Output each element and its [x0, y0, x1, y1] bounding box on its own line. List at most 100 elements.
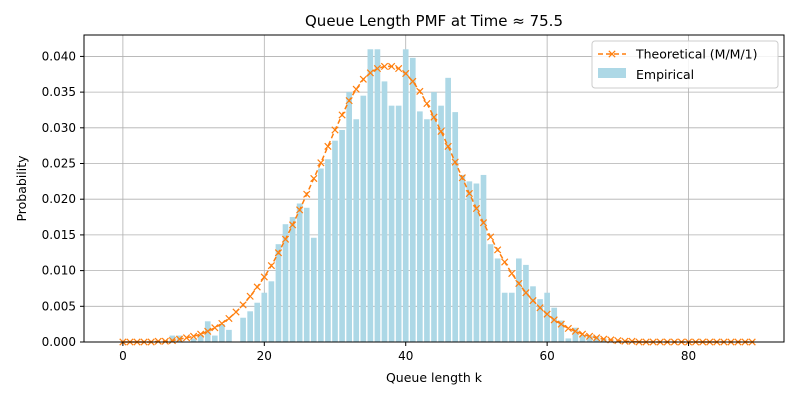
empirical-bar [544, 292, 550, 342]
empirical-bar [501, 292, 508, 342]
theoretical-point [345, 97, 353, 105]
theoretical-point [338, 111, 346, 119]
empirical-bar [289, 217, 296, 342]
theoretical-point [324, 142, 332, 151]
empirical-bar [466, 181, 473, 342]
theoretical-point [593, 334, 601, 342]
theoretical-point [600, 335, 608, 343]
theoretical-series-line [122, 65, 753, 343]
y-tick-label: 0.040 [42, 49, 76, 63]
theoretical-point [225, 314, 233, 323]
theoretical-point [395, 64, 403, 73]
empirical-bar [353, 119, 360, 342]
legend-empirical-swatch [598, 68, 626, 78]
theoretical-point [550, 316, 558, 324]
empirical-bar [325, 159, 331, 342]
empirical-bar [296, 203, 303, 342]
theoretical-point [218, 319, 226, 328]
theoretical-point [501, 258, 509, 266]
theoretical-point [303, 190, 311, 198]
theoretical-point [402, 69, 410, 78]
empirical-bar [600, 338, 607, 342]
theoretical-point [246, 292, 254, 300]
legend: Theoretical (M/M/1) Empirical [591, 40, 779, 89]
empirical-bar [318, 168, 324, 342]
theoretical-point [494, 246, 502, 254]
theoretical-point [536, 304, 544, 312]
theoretical-point [628, 337, 636, 345]
empirical-bar [579, 334, 586, 342]
empirical-bar [487, 244, 494, 342]
theoretical-point [331, 126, 339, 134]
empirical-bar [530, 286, 536, 342]
empirical-bar [395, 105, 402, 342]
empirical-bar [360, 95, 367, 343]
theoretical-point [508, 269, 516, 278]
theoretical-point [479, 219, 488, 227]
empirical-bar [226, 329, 232, 342]
empirical-bar [190, 338, 197, 342]
y-tick-label: 0.015 [42, 228, 76, 242]
theoretical-point [204, 327, 212, 335]
theoretical-point [161, 337, 169, 345]
empirical-bar [537, 299, 543, 342]
empirical-bar [473, 183, 480, 342]
theoretical-point [366, 69, 374, 77]
empirical-bar [240, 317, 246, 342]
theoretical-point [317, 159, 325, 167]
theoretical-point [352, 85, 360, 93]
empirical-bar [409, 57, 416, 343]
empirical-bar [275, 244, 282, 342]
empirical-bar [445, 77, 451, 342]
y-tick-label: 0.010 [42, 264, 76, 278]
theoretical-point [458, 174, 466, 182]
empirical-bar [402, 49, 409, 343]
theoretical-point [211, 324, 219, 332]
legend-theoretical-label: Theoretical (M/M/1) [635, 47, 758, 62]
empirical-bar [480, 174, 487, 342]
x-tick-label: 60 [539, 349, 554, 363]
theoretical-point [557, 320, 565, 328]
theoretical-point [515, 279, 523, 288]
empirical-bar [367, 49, 374, 343]
empirical-bar [197, 334, 204, 342]
theoretical-point [472, 204, 481, 213]
theoretical-point [373, 64, 382, 73]
empirical-bar [452, 112, 459, 342]
theoretical-point [585, 332, 594, 340]
theoretical-point [189, 332, 198, 340]
theoretical-point [486, 233, 495, 241]
empirical-bar [424, 119, 430, 342]
theoretical-point [310, 174, 318, 183]
theoretical-point [182, 334, 191, 342]
chart-title: Queue Length PMF at Time ≈ 75.5 [305, 12, 563, 30]
theoretical-point [444, 142, 452, 151]
y-tick-label: 0.025 [42, 157, 76, 171]
empirical-bar [254, 302, 261, 342]
theoretical-point [614, 336, 622, 345]
theoretical-point [451, 158, 459, 166]
theoretical-point [260, 273, 268, 281]
empirical-bars [169, 49, 607, 343]
legend-empirical-label: Empirical [636, 67, 694, 82]
empirical-bar [593, 336, 600, 342]
x-axis-label: Queue length k [386, 370, 483, 385]
theoretical-point [621, 337, 629, 345]
theoretical-point [430, 113, 438, 121]
empirical-bar [346, 92, 352, 343]
y-tick-label: 0.030 [42, 121, 76, 135]
theoretical-point [239, 301, 247, 309]
theoretical-point [409, 77, 417, 86]
plot-frame [83, 34, 785, 343]
legend-theoretical-marker [608, 50, 616, 58]
theoretical-point [197, 330, 205, 338]
theoretical-point [281, 235, 290, 243]
empirical-bar [558, 320, 565, 342]
empirical-bar [169, 335, 176, 342]
x-tick-label: 40 [398, 349, 413, 363]
theoretical-point [529, 296, 537, 305]
empirical-bar [523, 264, 529, 342]
empirical-bar [431, 92, 437, 343]
empirical-bar [310, 237, 317, 342]
